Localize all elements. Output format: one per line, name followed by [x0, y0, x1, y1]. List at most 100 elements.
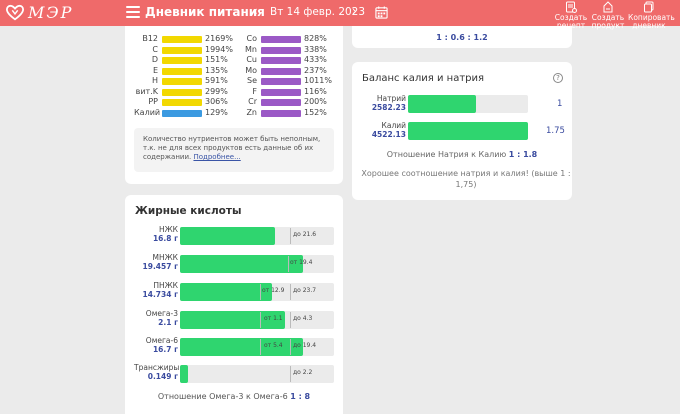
macro-ratio-value: 1 : 0.6 : 1.2 — [436, 33, 488, 42]
logo-text: МЭР — [28, 3, 74, 22]
nutrient-bar — [261, 36, 301, 43]
nutrient-bar — [162, 57, 202, 64]
range-max-label: до 23.7 — [293, 287, 317, 294]
fatty-acid-bar-track: от 1.1 до 4.3 — [180, 311, 334, 329]
mineral-amount: 2582.23 — [371, 103, 406, 112]
nutrient-name: Se — [247, 76, 257, 85]
nutrient-row: B12 2169% — [134, 34, 234, 44]
nutrient-name: Cu — [246, 55, 257, 64]
nutrient-name: PP — [148, 97, 158, 106]
page-title: Дневник питания — [145, 5, 265, 19]
na-k-ratio-label: Отношение Натрия к Калию — [386, 150, 507, 159]
nutrient-percent: 1011% — [304, 76, 332, 85]
nutrient-row: Zn 152% — [233, 108, 333, 118]
calendar-icon[interactable] — [375, 6, 388, 19]
menu-icon[interactable] — [126, 6, 140, 18]
nutrient-row: E 135% — [134, 66, 234, 76]
nutrient-bar — [162, 67, 202, 75]
fatty-acid-bar-track: от 12.9 до 23.7 — [180, 283, 334, 301]
current-date[interactable]: Вт 14 февр. 2023 — [270, 6, 366, 18]
nutrient-bar — [162, 78, 202, 85]
fatty-acid-amount: 16.8 г — [152, 234, 178, 243]
nutrient-bar — [261, 78, 301, 85]
nutrient-row: Cu 433% — [233, 55, 333, 65]
nutrient-name: Co — [246, 34, 257, 43]
nutrient-percent: 1994% — [205, 44, 233, 54]
omega-ratio-value: 1 : 8 — [290, 392, 311, 401]
omega-ratio: Отношение Омега-3 к Омега-6 1 : 8 — [134, 392, 334, 401]
nutrient-row: C 1994% — [134, 45, 234, 55]
nutrient-name: H — [151, 76, 158, 85]
fatty-acid-bar-track: от 19.4 — [180, 255, 334, 273]
nutrient-bar — [162, 88, 202, 96]
nutrient-percent: 129% — [205, 107, 228, 117]
nutrient-row: Cr 200% — [233, 97, 333, 107]
fatty-acid-bar-fill — [180, 338, 304, 356]
fatty-acid-name: Омега-6 16.7 г — [134, 336, 178, 354]
mineral-bar-fill — [408, 95, 477, 113]
na-k-ratio: Отношение Натрия к Калию 1 : 1.8 — [352, 150, 572, 159]
mineral-name: Калий 4522.13 — [364, 121, 406, 139]
nutrient-percent: 151% — [205, 55, 228, 64]
create-product-button[interactable]: Создать продукт — [590, 1, 626, 30]
help-icon[interactable]: ? — [553, 73, 563, 83]
mineral-label: Калий — [381, 121, 406, 130]
fatty-acid-bar-track: до 21.6 — [180, 227, 334, 245]
fatty-acid-label: МНЖК — [152, 253, 178, 262]
range-max-label: до 21.6 — [293, 231, 317, 238]
fatty-acid-bar-track: до 2.2 — [180, 365, 334, 383]
copy-diary-button[interactable]: Копировать дневник — [628, 1, 675, 30]
nutrient-percent: 152% — [304, 107, 327, 117]
mineral-amount: 4522.13 — [371, 130, 406, 139]
nutrient-name: C — [152, 44, 158, 54]
fatty-acid-amount: 19.457 г — [142, 262, 178, 271]
nutrient-bar — [162, 99, 202, 106]
create-recipe-button[interactable]: Создать рецепт — [553, 1, 589, 30]
nutrient-percent: 306% — [205, 97, 228, 106]
fatty-acid-bar-fill — [180, 311, 285, 329]
omega-ratio-label: Отношение Омега-3 к Омега-6 — [157, 392, 288, 401]
fatty-acid-bar-fill — [180, 283, 273, 301]
nutrient-row: Mn 338% — [233, 45, 333, 55]
mineral-bar-fill — [408, 122, 528, 140]
mineral-label: Натрий — [376, 94, 406, 103]
fatty-acid-amount: 14.734 г — [142, 290, 178, 299]
fatty-acid-name: МНЖК 19.457 г — [134, 253, 178, 271]
fatty-acid-label: Омега-6 — [145, 336, 178, 345]
fatty-acid-bar-fill — [180, 365, 188, 383]
range-min-tick — [260, 312, 261, 328]
nutrient-bar — [261, 57, 301, 64]
more-link[interactable]: Подробнее... — [193, 153, 241, 161]
fatty-acid-bar-track: от 5.4 до 19.4 — [180, 338, 334, 356]
nutrient-name: E — [152, 65, 158, 75]
next-day-button[interactable]: › — [352, 4, 357, 18]
nutrient-row: D 151% — [134, 55, 234, 65]
fatty-acid-bar-fill — [180, 255, 304, 273]
nutrient-row: H 591% — [134, 76, 234, 86]
create-product-label: Создать продукт — [591, 13, 625, 30]
range-min-label: от 5.4 — [264, 342, 283, 349]
fatty-acid-name: Омега-3 2.1 г — [134, 309, 178, 327]
nutrient-percent: 2169% — [205, 34, 233, 43]
range-max-tick — [290, 228, 291, 244]
prev-day-button[interactable]: ‹ — [253, 4, 258, 18]
logo[interactable]: МЭР — [6, 3, 73, 22]
recipe-icon — [566, 1, 577, 13]
nutrient-percent: 828% — [304, 34, 327, 43]
range-max-label: до 4.3 — [293, 315, 313, 322]
nutrient-bar — [162, 36, 202, 43]
mineral-ratio-value: 1.75 — [546, 126, 565, 136]
range-min-tick — [260, 339, 261, 355]
fatty-acid-name: ПНЖК 14.734 г — [134, 281, 178, 299]
macro-ratio-card — [352, 26, 572, 48]
nutrient-row: Калий 129% — [134, 108, 234, 118]
heart-logo-icon — [6, 4, 24, 20]
copy-icon — [644, 1, 654, 13]
nutrient-percent: 200% — [304, 97, 327, 106]
mineral-name: Натрий 2582.23 — [364, 94, 406, 112]
nutrient-percent: 237% — [304, 65, 327, 75]
range-max-tick — [290, 366, 291, 382]
nutrient-name: B12 — [142, 34, 158, 43]
potassium-title: Баланс калия и натрия — [362, 73, 485, 84]
nutrient-percent: 135% — [205, 65, 228, 75]
